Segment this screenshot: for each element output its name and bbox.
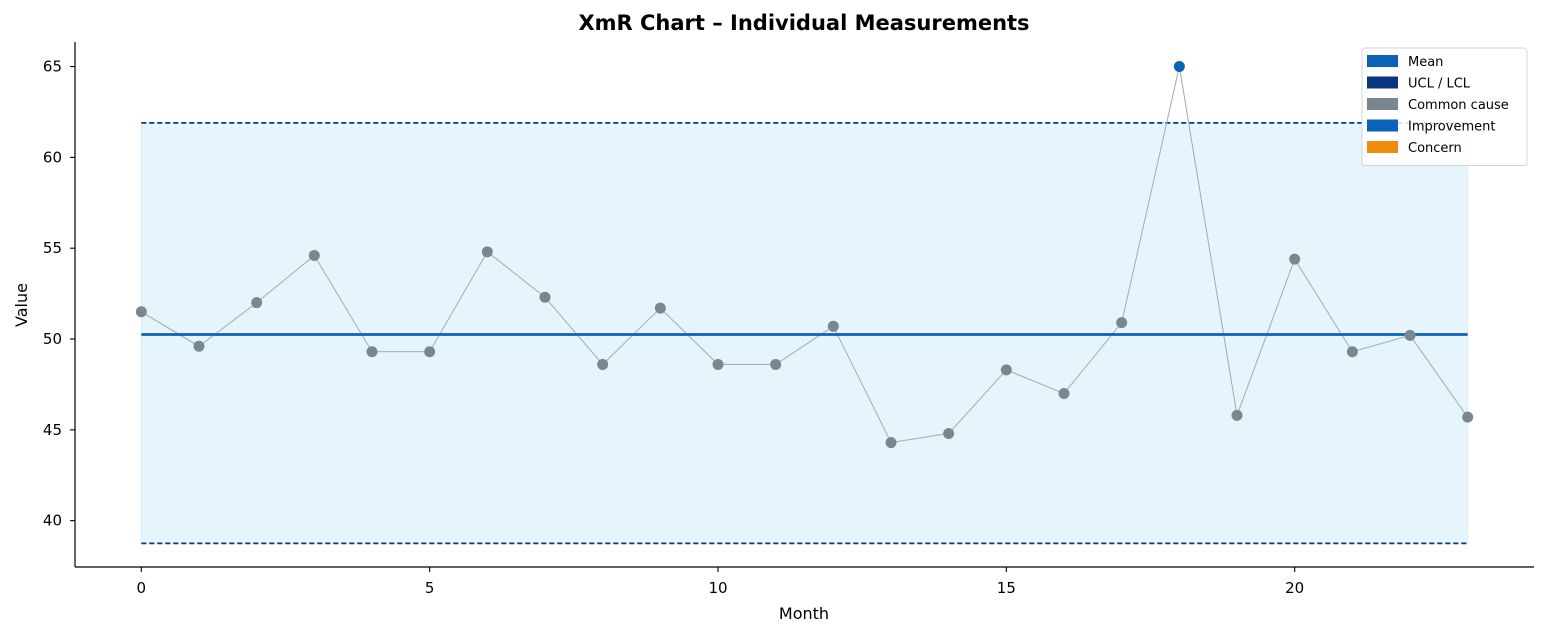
y-tick-label-50: 50 xyxy=(43,330,62,348)
data-point-21 xyxy=(1346,346,1358,358)
x-tick-label-15: 15 xyxy=(997,579,1016,597)
x-axis-label: Month xyxy=(779,604,829,623)
y-tick-label-65: 65 xyxy=(43,58,62,76)
legend-swatch-1 xyxy=(1367,76,1398,89)
axes: 0 5 10 15 20 40 45 50 55 60 65 xyxy=(43,42,1534,597)
legend-swatch-0 xyxy=(1367,55,1398,67)
data-point-13 xyxy=(885,437,897,449)
data-point-23 xyxy=(1462,411,1474,423)
y-tick-label-40: 40 xyxy=(43,512,62,530)
data-point-2 xyxy=(251,297,263,309)
data-point-0 xyxy=(135,306,147,318)
data-point-3 xyxy=(308,249,320,261)
data-point-4 xyxy=(366,346,378,358)
legend-swatch-4 xyxy=(1367,141,1398,153)
x-tick-label-0: 0 xyxy=(137,579,147,597)
legend-label-3: Improvement xyxy=(1408,120,1495,135)
data-point-5 xyxy=(424,346,436,358)
data-point-6 xyxy=(481,246,493,258)
data-point-20 xyxy=(1289,253,1301,265)
data-point-17 xyxy=(1116,317,1128,329)
data-point-22 xyxy=(1404,329,1416,341)
legend-label-4: Concern xyxy=(1408,141,1462,156)
data-point-1 xyxy=(193,340,205,352)
y-axis-label: Value xyxy=(12,283,31,327)
legend-label-2: Common cause xyxy=(1408,98,1509,113)
data-point-7 xyxy=(539,291,551,303)
legend-label-0: Mean xyxy=(1408,55,1443,70)
legend: Mean UCL / LCL Common cause Improvement Conc… xyxy=(1361,47,1528,166)
data-point-12 xyxy=(827,320,839,332)
chart-title: XmR Chart – Individual Measurements xyxy=(578,11,1029,35)
legend-swatch-3 xyxy=(1367,119,1398,132)
legend-label-1: UCL / LCL xyxy=(1408,77,1471,92)
data-point-10 xyxy=(712,358,724,370)
data-point-19 xyxy=(1231,409,1243,421)
plot-area xyxy=(135,61,1474,545)
legend-box xyxy=(1361,47,1528,166)
y-tick-label-45: 45 xyxy=(43,421,62,439)
data-point-11 xyxy=(770,358,782,370)
data-point-16 xyxy=(1058,388,1070,400)
y-tick-label-55: 55 xyxy=(43,239,62,257)
y-tick-label-60: 60 xyxy=(43,148,62,166)
x-tick-label-10: 10 xyxy=(708,579,727,597)
data-point-15 xyxy=(1000,364,1012,376)
legend-swatch-2 xyxy=(1367,98,1398,110)
data-point-14 xyxy=(943,427,955,439)
data-point-9 xyxy=(654,302,666,314)
x-tick-label-20: 20 xyxy=(1285,579,1304,597)
data-point-8 xyxy=(597,358,609,370)
x-tick-label-5: 5 xyxy=(425,579,435,597)
data-point-18 xyxy=(1173,61,1185,73)
